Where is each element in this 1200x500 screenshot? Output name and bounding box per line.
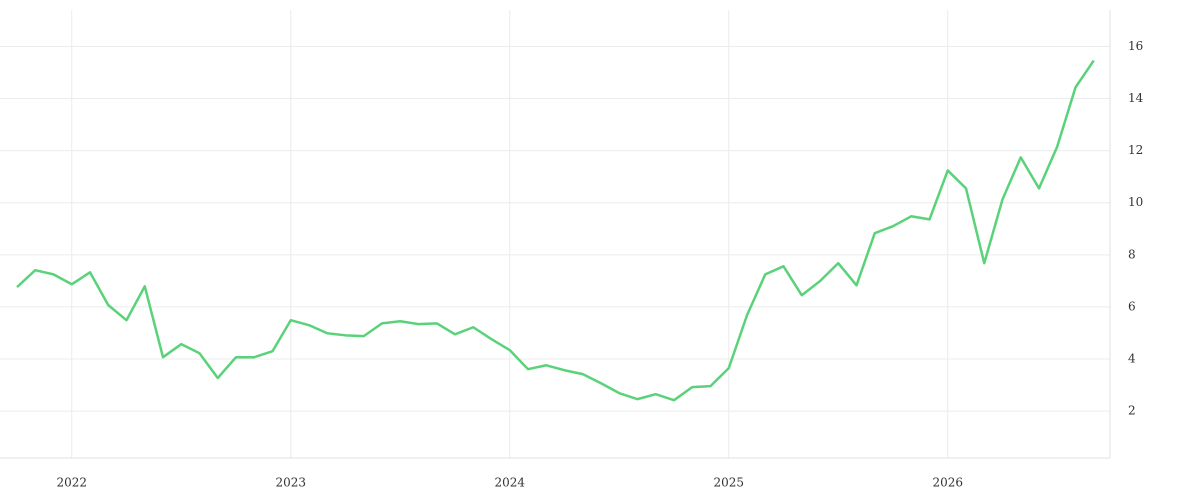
x-tick-label: 2025 [713,476,744,490]
y-tick-label: 6 [1128,299,1136,313]
x-tick-label: 2022 [56,476,87,490]
y-tick-label: 4 [1128,352,1136,366]
line [16,59,1095,402]
x-tick-label: 2023 [275,476,306,490]
y-tick-label: 12 [1128,143,1143,157]
x-tick-label: 2024 [494,476,525,490]
y-tick-label: 16 [1128,39,1143,53]
x-tick-label: 2026 [932,476,963,490]
y-tick-label: 2 [1128,404,1136,418]
y-tick-label: 8 [1128,247,1136,261]
y-tick-label: 10 [1128,195,1143,209]
y-tick-label: 14 [1128,91,1144,105]
